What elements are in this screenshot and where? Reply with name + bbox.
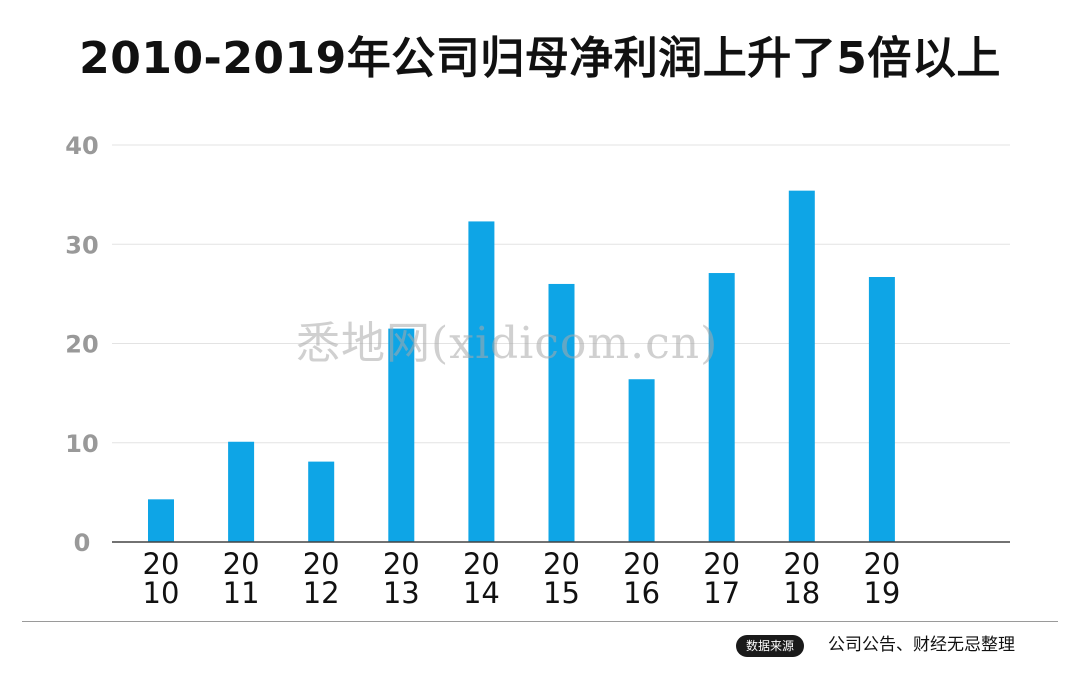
y-tick-label: 0 bbox=[74, 529, 91, 557]
footer-divider bbox=[22, 621, 1058, 622]
bar bbox=[308, 461, 335, 542]
x-tick-label: 17 bbox=[703, 576, 740, 610]
y-tick-label: 40 bbox=[65, 132, 98, 160]
x-tick-label: 12 bbox=[303, 576, 340, 610]
x-tick-label: 20 bbox=[463, 547, 500, 581]
bar bbox=[708, 273, 735, 542]
x-tick-label: 13 bbox=[383, 576, 420, 610]
x-tick-label: 11 bbox=[223, 576, 260, 610]
x-tick-label: 14 bbox=[463, 576, 500, 610]
bar bbox=[628, 379, 655, 542]
bar bbox=[788, 190, 815, 542]
bar bbox=[468, 221, 495, 543]
source-badge: 数据来源 bbox=[736, 635, 805, 657]
x-tick-label: 20 bbox=[703, 547, 740, 581]
y-tick-label: 30 bbox=[65, 231, 98, 259]
x-tick-label: 20 bbox=[383, 547, 420, 581]
x-tick-label: 20 bbox=[623, 547, 660, 581]
x-tick-label: 20 bbox=[863, 547, 900, 581]
y-tick-label: 20 bbox=[65, 331, 98, 359]
x-tick-label: 18 bbox=[783, 576, 820, 610]
bar bbox=[548, 283, 575, 542]
x-tick-label: 16 bbox=[623, 576, 660, 610]
x-tick-label: 20 bbox=[143, 547, 180, 581]
chart-title: 2010-2019年公司归母净利润上升了5倍以上 bbox=[79, 33, 1001, 84]
watermark-text: 悉地网(xidicom.cn) bbox=[296, 318, 719, 369]
x-tick-label: 20 bbox=[783, 547, 820, 581]
x-tick-label: 20 bbox=[223, 547, 260, 581]
x-tick-label: 20 bbox=[543, 547, 580, 581]
bar bbox=[388, 328, 415, 542]
x-tick-label: 20 bbox=[303, 547, 340, 581]
x-tick-label: 19 bbox=[863, 576, 900, 610]
x-tick-label: 15 bbox=[543, 576, 580, 610]
source-text: 公司公告、财经无忌整理 bbox=[828, 635, 1015, 655]
bar bbox=[868, 277, 895, 542]
y-tick-label: 10 bbox=[65, 430, 98, 458]
x-tick-label: 10 bbox=[143, 576, 180, 610]
bar bbox=[148, 499, 174, 542]
bar bbox=[228, 441, 255, 542]
